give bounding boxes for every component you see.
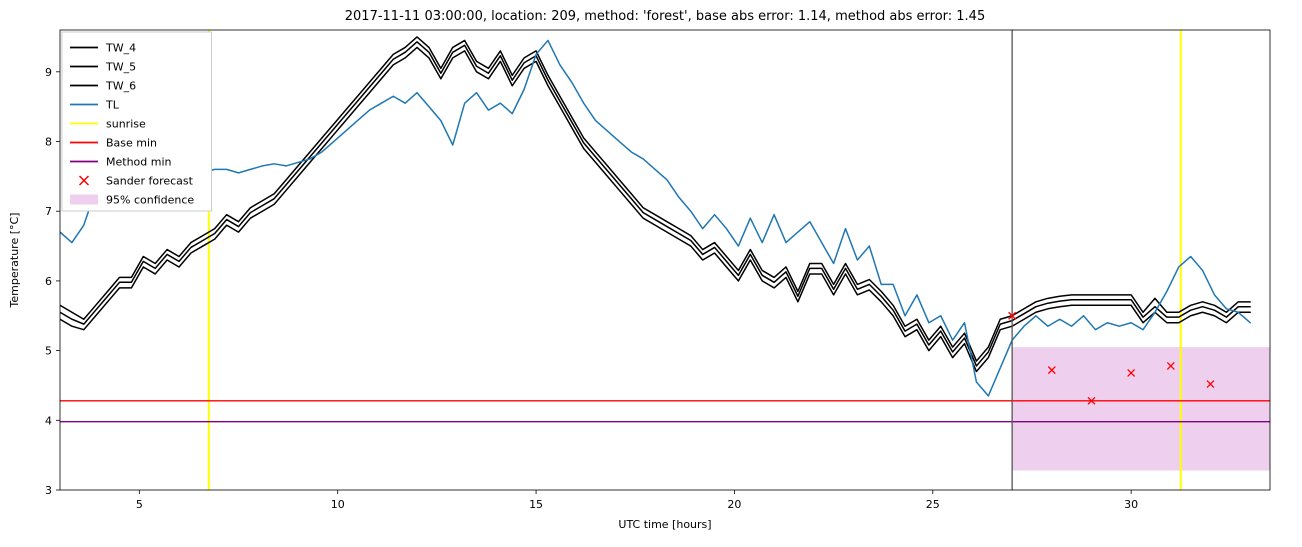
y-axis-label: Temperature [°C] <box>8 213 21 309</box>
legend-label: Method min <box>106 156 172 169</box>
chart-wrapper: 5 10 15 20 25 30 3 4 5 6 7 8 9 UTC time [hours] Temper… <box>0 0 1302 547</box>
x-axis-label: UTC time [hours] <box>618 518 711 531</box>
y-tick-label: 4 <box>45 414 52 427</box>
legend-label: TW_4 <box>105 42 136 55</box>
x-tick-label: 30 <box>1124 498 1138 511</box>
confidence-band <box>1012 347 1270 470</box>
legend-label: TL <box>105 99 120 112</box>
legend: TW_4 TW_5 TW_6 TL sunrise Base min Method min S… <box>62 32 212 211</box>
x-tick-label: 25 <box>926 498 940 511</box>
y-tick-label: 7 <box>45 205 52 218</box>
legend-handle-patch <box>70 195 98 205</box>
y-tick-label: 3 <box>45 484 52 497</box>
x-tick-label: 20 <box>727 498 741 511</box>
x-tick-label: 15 <box>529 498 543 511</box>
x-tick-label: 10 <box>331 498 345 511</box>
y-tick-label: 9 <box>45 66 52 79</box>
temperature-forecast-chart: 5 10 15 20 25 30 3 4 5 6 7 8 9 UTC time [hours] Temper… <box>0 0 1302 547</box>
legend-label: 95% confidence <box>106 194 194 207</box>
chart-title: 2017-11-11 03:00:00, location: 209, meth… <box>345 9 985 24</box>
legend-label: Base min <box>106 137 157 150</box>
legend-label: TW_5 <box>105 61 136 74</box>
x-tick-label: 5 <box>136 498 143 511</box>
legend-label: Sander forecast <box>106 175 194 188</box>
y-tick-label: 5 <box>45 345 52 358</box>
y-tick-label: 8 <box>45 136 52 149</box>
legend-label: sunrise <box>106 118 146 131</box>
legend-label: TW_6 <box>105 80 136 93</box>
y-tick-label: 6 <box>45 275 52 288</box>
